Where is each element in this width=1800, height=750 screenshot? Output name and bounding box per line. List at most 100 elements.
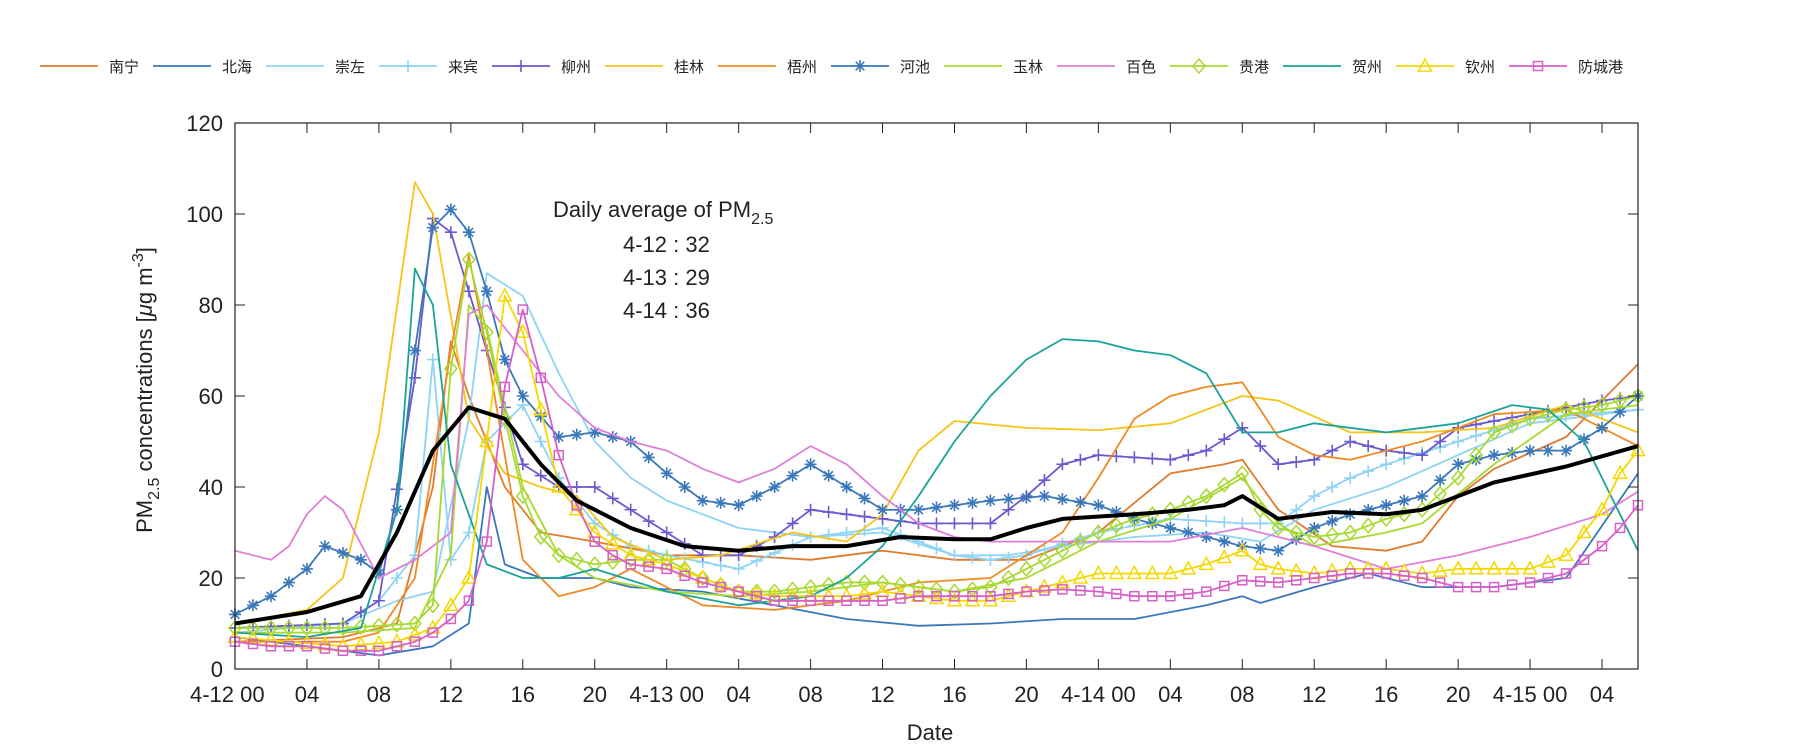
data-point [964, 592, 981, 607]
data-point [640, 551, 657, 566]
data-point [1074, 453, 1087, 466]
legend-item: 北海 [153, 59, 252, 76]
data-point [697, 577, 708, 588]
data-point [1524, 577, 1536, 588]
data-point [1594, 501, 1610, 516]
data-point [515, 323, 531, 339]
data-point [877, 595, 888, 606]
data-point [714, 496, 727, 509]
y-axis-title: PM2.5 concentrations [μg m-3] [130, 247, 163, 533]
data-point [1362, 465, 1375, 478]
data-point [1416, 572, 1428, 584]
data-point [750, 490, 763, 503]
data-point [1596, 421, 1609, 434]
data-point [462, 226, 475, 239]
data-point [604, 535, 621, 550]
data-point [317, 619, 332, 637]
x-tick-label: 04 [295, 682, 319, 707]
y-axis-title-mu: μ [132, 304, 157, 317]
data-point [1255, 576, 1266, 587]
legend-item: 贵港 [1170, 57, 1269, 76]
data-point [462, 285, 475, 298]
annotation-line: 4-13 : 29 [623, 265, 710, 290]
data-point [714, 559, 727, 572]
data-point [390, 483, 403, 496]
data-point [1057, 584, 1068, 595]
data-point [444, 226, 457, 239]
x-tick-label: 16 [1374, 682, 1398, 707]
y-axis-title-rest: concentrations [ [132, 316, 157, 477]
legend-label: 钦州 [1465, 59, 1495, 76]
data-point [966, 551, 979, 564]
annotation-line: 4-12 : 32 [623, 232, 710, 257]
y-tick-label: 120 [186, 111, 223, 136]
data-point [1326, 570, 1338, 581]
data-point [1254, 542, 1267, 555]
data-point [463, 595, 475, 606]
data-point [1180, 560, 1197, 575]
average-line [234, 405, 1639, 626]
series-line [234, 304, 1639, 579]
x-tick-label: 08 [367, 682, 391, 707]
data-point [1434, 435, 1447, 448]
data-point [1380, 568, 1392, 579]
legend-label: 南宁 [109, 59, 139, 76]
x-tick-label: 04 [1158, 682, 1182, 707]
data-point [1398, 446, 1411, 459]
data-point [930, 501, 943, 514]
data-point [515, 487, 530, 505]
data-point [1614, 405, 1627, 418]
legend-marker [1192, 57, 1206, 75]
data-point [930, 517, 943, 530]
data-point [1308, 490, 1321, 503]
data-point [1093, 586, 1104, 597]
data-point [1273, 577, 1284, 588]
data-point [1182, 449, 1195, 462]
data-point [282, 576, 295, 589]
data-point [803, 578, 818, 596]
data-point [1074, 496, 1087, 509]
data-point [893, 576, 908, 593]
series-line [234, 295, 1639, 648]
data-point [319, 643, 331, 654]
data-point [1362, 568, 1374, 579]
data-point [787, 595, 798, 606]
data-point [390, 572, 403, 584]
data-point [822, 469, 835, 482]
data-point [1217, 476, 1232, 493]
data-point [1398, 570, 1410, 581]
data-point [1091, 524, 1106, 541]
data-point [1020, 491, 1033, 504]
data-point [1056, 458, 1069, 471]
data-point [1200, 531, 1213, 544]
data-point [1072, 569, 1089, 584]
data-point [589, 536, 600, 547]
data-point [623, 551, 638, 568]
data-point [769, 595, 780, 606]
data-point [678, 481, 691, 493]
series-line [235, 258, 1639, 629]
x-tick-label: 20 [583, 682, 607, 707]
data-point [1110, 506, 1123, 519]
legend-label: 玉林 [1013, 59, 1043, 76]
data-point [751, 590, 762, 602]
x-tick-label: 04 [1590, 682, 1614, 707]
legend-item: 防城港 [1509, 59, 1623, 76]
data-point [786, 469, 799, 482]
data-point [371, 634, 387, 649]
data-point [553, 449, 565, 461]
data-point [1254, 440, 1267, 453]
x-tick-label: 12 [870, 682, 894, 707]
data-point [1290, 455, 1303, 468]
data-point [823, 595, 834, 606]
data-point [408, 344, 421, 357]
legend-label: 崇左 [335, 59, 365, 76]
annotation-title-subscript: 2.5 [751, 211, 773, 228]
data-point [1198, 555, 1215, 571]
data-point [335, 619, 350, 637]
data-point [1595, 396, 1610, 414]
data-point [407, 615, 422, 632]
data-point [354, 553, 367, 566]
data-point [1073, 533, 1088, 550]
data-point [1111, 588, 1122, 600]
